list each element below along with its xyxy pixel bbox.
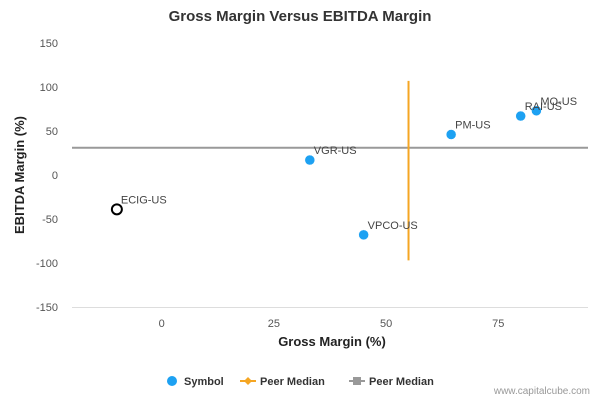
y-axis-label: EBITDA Margin (%) [12,116,27,234]
y-tick-label: 150 [40,38,58,50]
x-tick-label: 75 [492,318,504,330]
tick-labels: -150 -100 -50 0 50 100 150 0 25 50 75 [36,38,504,330]
y-tick-label: -150 [36,302,58,314]
legend-marker-diamond [244,377,252,385]
scatter-point [531,105,542,117]
x-tick-label: 25 [268,318,280,330]
scatter-point [358,229,369,241]
x-tick-label: 50 [380,318,392,330]
x-axis-label: Gross Margin (%) [278,334,386,349]
legend-item[interactable]: Peer Median [349,376,434,388]
x-tick-label: 0 [159,318,165,330]
point-label: VPCO-US [368,220,418,232]
legend-label: Peer Median [260,376,325,388]
scatter-point [515,110,526,122]
scatter-point-highlight [110,203,123,216]
point-label: MO-US [540,96,577,108]
legend-label: Peer Median [369,376,434,388]
legend-item[interactable]: Symbol [167,376,224,388]
legend-label: Symbol [184,376,224,388]
point-label: VGR-US [314,145,357,157]
scatter-point [445,129,457,140]
credit-text: www.capitalcube.com [493,386,590,397]
legend-item[interactable]: Peer Median [240,376,325,388]
y-tick-label: -50 [42,214,58,226]
scatter-point [304,154,316,166]
legend: Symbol Peer Median Peer Median [167,376,434,388]
point-label: RAI-US [525,101,562,113]
legend-marker-circle [167,376,177,386]
peer-median-lines [72,80,588,261]
legend-marker-square [353,377,361,385]
y-tick-label: 0 [52,170,58,182]
y-tick-label: 100 [40,82,58,94]
y-tick-label: -100 [36,258,58,270]
scatter-points [110,105,542,241]
point-label: ECIG-US [121,194,167,206]
chart-title: Gross Margin Versus EBITDA Margin [169,8,432,25]
point-label: PM-US [455,120,490,132]
y-tick-label: 50 [46,126,58,138]
